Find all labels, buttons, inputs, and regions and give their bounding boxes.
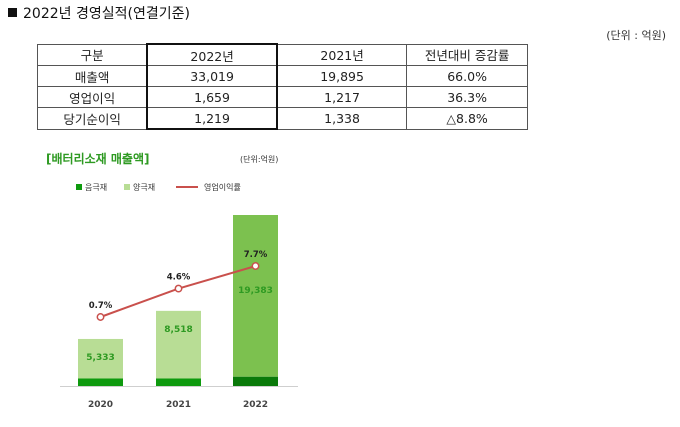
cell-change: 66.0%	[406, 65, 528, 87]
margin-point	[174, 284, 183, 293]
sales-chart: 음극재 양극재 영업이익률 5,333 2020 8,518 2021 19,383 2022 0…	[60, 182, 298, 410]
cell-change: 36.3%	[406, 86, 528, 108]
header-change: 전년대비 증감률	[406, 43, 528, 66]
margin-value-label: 7.7%	[244, 250, 268, 260]
legend-cathode-swatch	[124, 184, 130, 190]
results-table: 구분 2022년 2021년 전년대비 증감률 매출액 33,019 19,89…	[37, 43, 528, 130]
square-bullet-icon	[8, 8, 17, 17]
row-label: 당기순이익	[37, 107, 148, 130]
x-tick-label: 2022	[243, 400, 268, 410]
cell-change: △8.8%	[406, 107, 528, 130]
bar-value-label: 5,333	[86, 353, 114, 363]
margin-point	[96, 313, 105, 321]
x-tick-label: 2020	[88, 400, 113, 410]
anode-bar	[78, 378, 123, 386]
cell-2021: 1,338	[276, 107, 408, 130]
table-row: 영업이익 1,659 1,217 36.3%	[37, 86, 528, 108]
cathode-bar	[78, 338, 123, 379]
cell-2021: 1,217	[276, 86, 408, 108]
bar-value-label: 19,383	[238, 286, 273, 296]
unit-label: (단위 : 억원)	[606, 29, 666, 42]
page-title-text: 2022년 경영실적(연결기준)	[23, 6, 190, 22]
cell-2021: 19,895	[276, 65, 408, 87]
margin-point	[251, 262, 260, 270]
header-2022: 2022년	[146, 43, 278, 66]
table-row: 당기순이익 1,219 1,338 △8.8%	[37, 107, 528, 130]
bar-value-label: 8,518	[164, 325, 192, 335]
legend-cathode-label: 양극재	[133, 183, 155, 192]
row-label: 영업이익	[37, 86, 148, 108]
cell-2022: 1,659	[146, 86, 278, 108]
legend-margin-label: 영업이익률	[204, 182, 241, 192]
header-2021: 2021년	[276, 43, 408, 66]
anode-bar	[233, 376, 278, 386]
page-title: 2022년 경영실적(연결기준)	[8, 3, 190, 23]
legend-anode-swatch	[76, 184, 82, 190]
legend-anode-label: 음극재	[85, 183, 107, 192]
margin-value-label: 4.6%	[167, 273, 191, 283]
chart-title: [배터리소재 매출액]	[46, 152, 150, 166]
margin-value-label: 0.7%	[89, 301, 113, 311]
cell-2022: 1,219	[146, 107, 278, 130]
cathode-bar	[233, 215, 278, 377]
anode-bar	[156, 378, 201, 386]
row-label: 매출액	[37, 65, 148, 87]
cell-2022: 33,019	[146, 65, 278, 87]
table-header-row: 구분 2022년 2021년 전년대비 증감률	[37, 43, 528, 66]
chart-unit: (단위:억원)	[240, 155, 279, 164]
x-tick-label: 2021	[166, 400, 191, 410]
table-row: 매출액 33,019 19,895 66.0%	[37, 65, 528, 87]
header-category: 구분	[37, 43, 148, 66]
cathode-bar	[156, 310, 201, 379]
